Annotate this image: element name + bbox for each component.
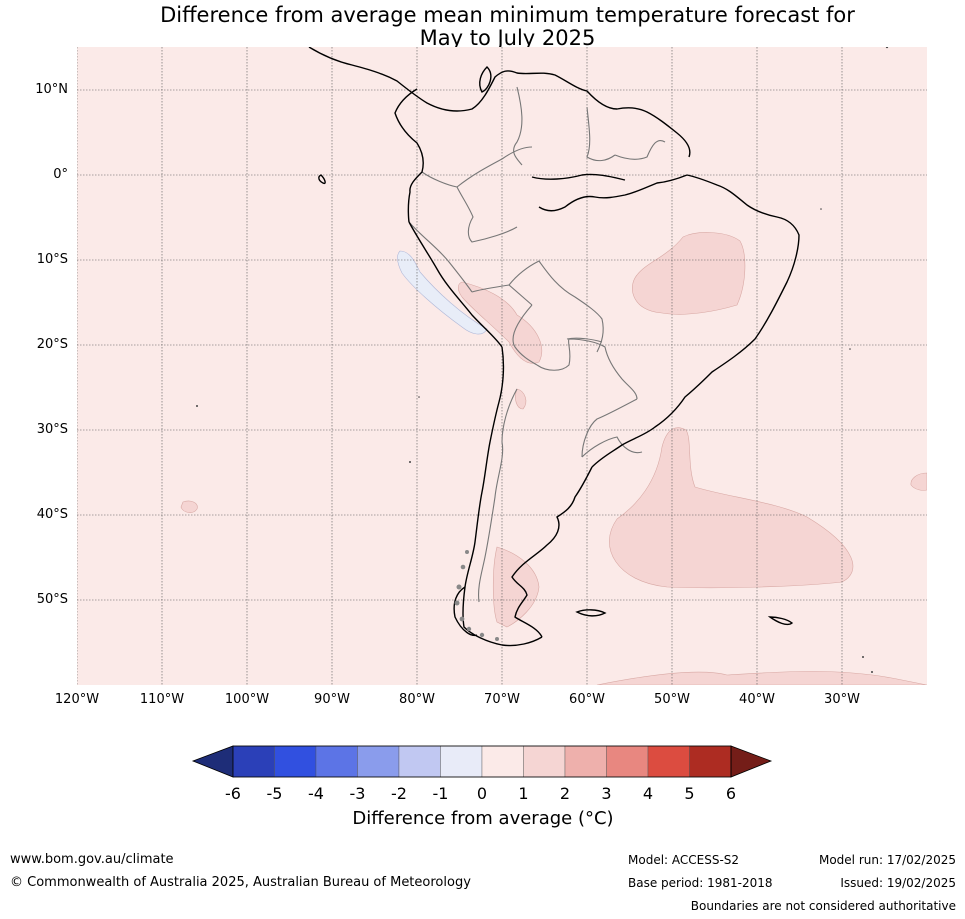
footer-disclaimer: Boundaries are not considered authoritat…: [690, 899, 956, 913]
colorbar-tick-label: 4: [643, 784, 653, 803]
footer-model-run: Model run: 17/02/2025: [818, 853, 956, 867]
colorbar-segment: [274, 745, 317, 778]
colorbar-tick-label: 0: [477, 784, 487, 803]
lat-label-50s: 50°S: [36, 592, 68, 607]
lon-label-110w: 110°W: [139, 692, 185, 707]
forecast-map: [77, 47, 927, 685]
anomaly-region-south-atlantic: [609, 427, 854, 589]
colorbar-tick-label: 1: [518, 784, 528, 803]
colorbar-tick-label: 3: [601, 784, 611, 803]
footer-base-period: Base period: 1981-2018: [628, 876, 773, 890]
footer-issued: Issued: 19/02/2025: [840, 876, 956, 890]
colorbar-segment: [523, 745, 566, 778]
lon-label-70w: 70°W: [484, 692, 520, 707]
colorbar-tick-label: -1: [433, 784, 449, 803]
lon-label-100w: 100°W: [224, 692, 270, 707]
anomaly-region-bolivia-small: [515, 388, 527, 410]
colorbar-tick-label: -2: [391, 784, 407, 803]
anomaly-region-bolivia: [457, 281, 543, 364]
colorbar-tick-label: 5: [684, 784, 694, 803]
anomaly-region-patagonia: [492, 546, 540, 628]
lat-label-10n: 10°N: [35, 82, 68, 97]
anomaly-region-brazil: [632, 232, 746, 315]
map-svg: [77, 47, 927, 685]
anomaly-region-peru-coast: [397, 250, 488, 335]
lat-label-20s: 20°S: [36, 337, 68, 352]
colorbar-outline: [232, 745, 732, 778]
country-borders: [408, 86, 666, 603]
colorbar-tick-label: -6: [225, 784, 241, 803]
chile-archipelago: [454, 550, 499, 641]
title-line-2: May to July 2025: [419, 26, 596, 50]
lat-label-0: 0°: [53, 167, 68, 182]
gridlines: [77, 47, 927, 685]
colorbar-segment: [606, 745, 649, 778]
colorbar-tick-label: -3: [350, 784, 366, 803]
islands: [196, 47, 889, 673]
lon-label-120w: 120°W: [54, 692, 100, 707]
colorbar-segment: [232, 745, 275, 778]
colorbar-extend-high: [730, 745, 773, 778]
lon-label-30w: 30°W: [824, 692, 860, 707]
footer-website: www.bom.gov.au/climate: [10, 852, 174, 867]
colorbar-segment: [564, 745, 607, 778]
lon-label-90w: 90°W: [314, 692, 350, 707]
lon-label-60w: 60°W: [569, 692, 605, 707]
title-line-1: Difference from average mean minimum tem…: [160, 3, 855, 27]
lon-label-50w: 50°W: [654, 692, 690, 707]
footer-model: Model: ACCESS-S2: [628, 853, 740, 867]
coastline: [308, 47, 800, 647]
anomaly-region-bottom: [596, 671, 927, 685]
colorbar-segment: [440, 745, 483, 778]
colorbar-segment: [398, 745, 441, 778]
colorbar-tick-label: -4: [308, 784, 324, 803]
anomaly-region-far-east: [910, 472, 927, 491]
map-title: Difference from average mean minimum tem…: [0, 4, 965, 50]
colorbar-segment: [357, 745, 400, 778]
lon-label-40w: 40°W: [739, 692, 775, 707]
footer-copyright: © Commonwealth of Australia 2025, Austra…: [10, 875, 471, 890]
anomaly-region-pacific-dot: [180, 500, 198, 513]
lat-label-40s: 40°S: [36, 507, 68, 522]
colorbar-segment: [647, 745, 690, 778]
lat-label-10s: 10°S: [36, 252, 68, 267]
colorbar-tick-label: -5: [267, 784, 283, 803]
lat-label-30s: 30°S: [36, 422, 68, 437]
colorbar-segment: [689, 745, 732, 778]
colorbar-label: Difference from average (°C): [352, 808, 614, 829]
colorbar-segment: [481, 745, 524, 778]
colorbar-tick-label: 2: [560, 784, 570, 803]
colorbar: -6 -5 -4 -3 -2 -1 0 1 2 3 4 5 6: [191, 745, 773, 803]
lon-label-80w: 80°W: [399, 692, 435, 707]
colorbar-extend-low: [191, 745, 234, 778]
colorbar-segment: [315, 745, 358, 778]
colorbar-tick-label: 6: [726, 784, 736, 803]
